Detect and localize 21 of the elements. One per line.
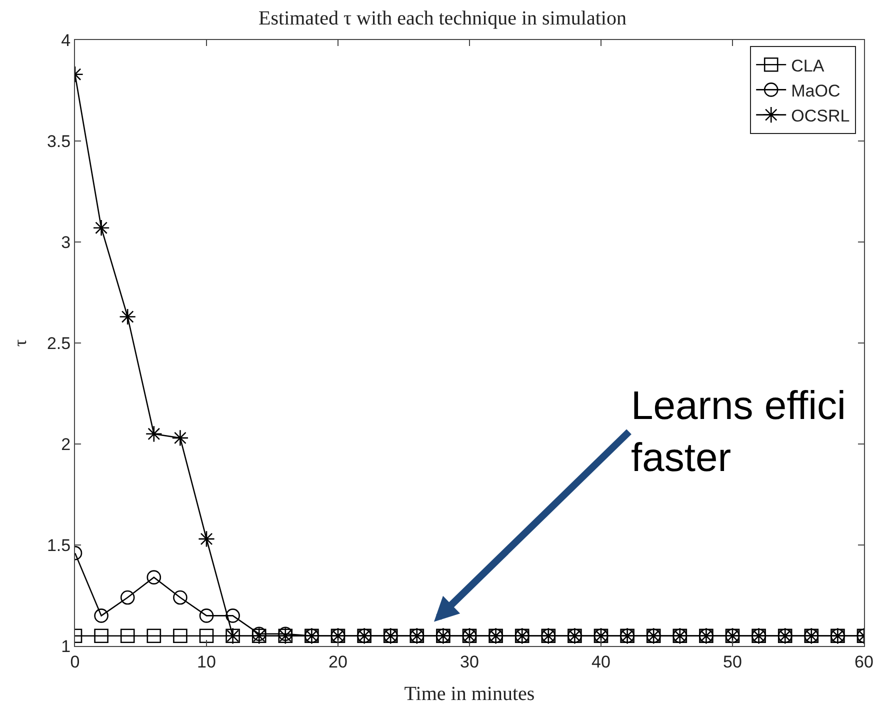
y-tick-label: 1 [61, 636, 71, 656]
legend-label: OCSRL [791, 106, 850, 126]
y-tick-label: 3.5 [46, 132, 71, 151]
x-tick-label: 40 [592, 652, 610, 672]
y-axis-title: τ [10, 339, 30, 347]
x-tick-label: 30 [460, 652, 479, 672]
y-tick-label: 4 [61, 30, 71, 50]
legend-label: CLA [791, 56, 825, 76]
y-tick-label: 2.5 [46, 334, 71, 353]
x-tick-label: 10 [197, 652, 216, 672]
y-tick-label: 2 [61, 434, 71, 454]
x-tick-label: 20 [328, 652, 348, 672]
y-tick-label: 1.5 [46, 536, 71, 555]
x-axis-title: Time in minutes [404, 682, 535, 705]
y-tick-label: 3 [61, 232, 71, 252]
x-tick-label: 60 [854, 652, 874, 672]
chart-title: Estimated τ with each technique in simulation [258, 8, 626, 30]
annotation: Learns effici faster [631, 384, 846, 480]
x-tick-label: 0 [70, 652, 80, 672]
legend-label: MaOC [791, 81, 840, 100]
x-tick-label: 50 [723, 652, 742, 672]
